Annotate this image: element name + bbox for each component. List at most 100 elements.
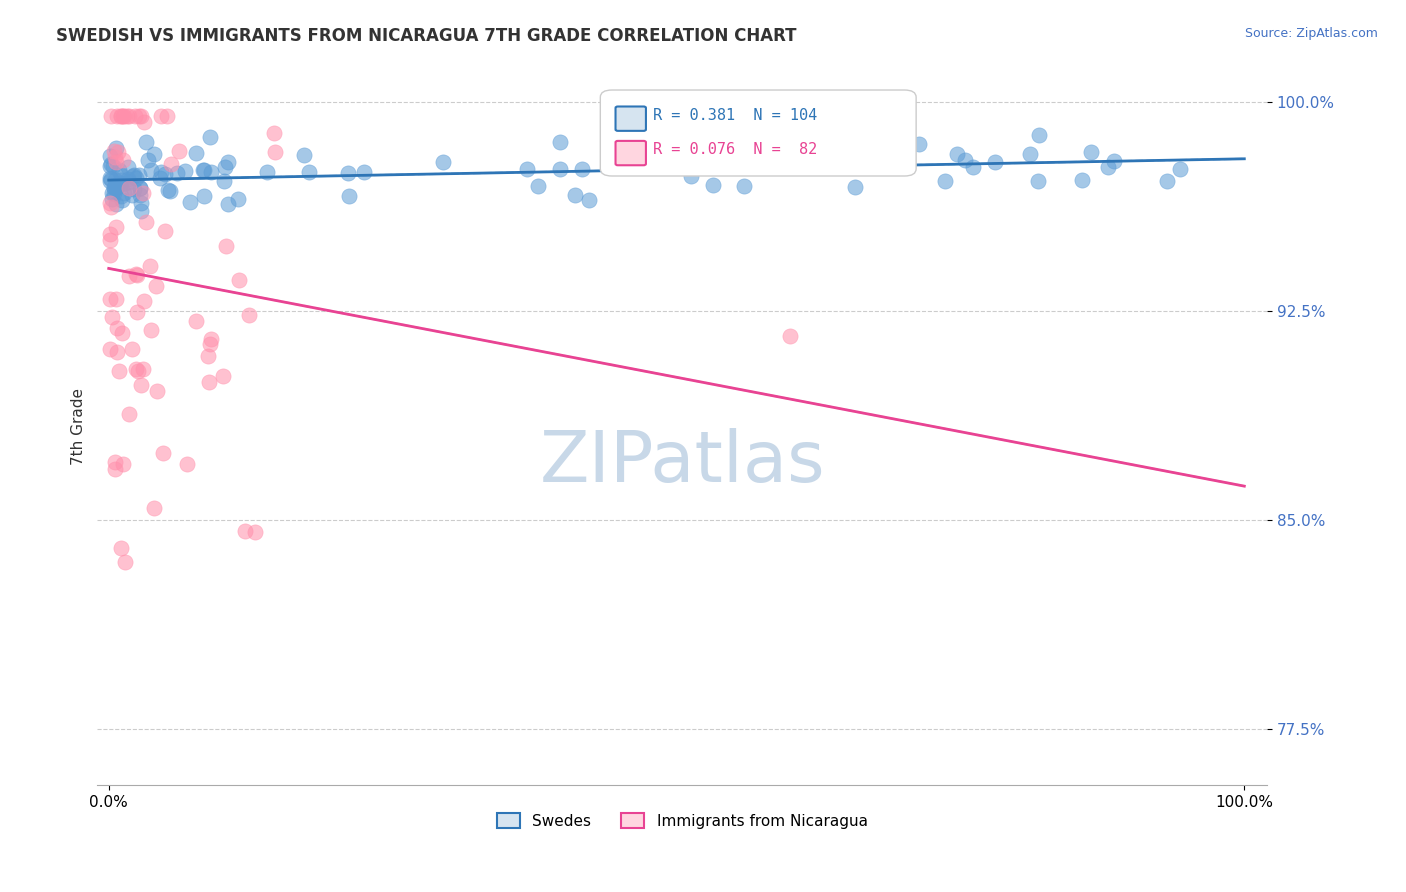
Point <box>122 169 145 184</box>
Point <box>853 143 876 157</box>
Point <box>197 375 219 389</box>
Point <box>112 458 135 472</box>
Point <box>104 455 127 469</box>
Point <box>156 109 179 123</box>
Point <box>110 173 132 187</box>
Point <box>105 321 128 335</box>
Point <box>105 141 128 155</box>
Point <box>153 224 176 238</box>
Point <box>142 501 165 516</box>
Point <box>105 178 128 192</box>
Text: R = 0.076  N =  82: R = 0.076 N = 82 <box>652 142 817 157</box>
Point <box>984 154 1007 169</box>
Point <box>150 109 173 123</box>
Point <box>136 153 159 167</box>
Point <box>105 344 128 359</box>
Point <box>159 184 181 198</box>
Point <box>214 160 236 174</box>
Point <box>118 109 141 123</box>
Text: R = 0.381  N = 104: R = 0.381 N = 104 <box>652 108 817 122</box>
Point <box>548 135 571 149</box>
Point <box>124 170 146 185</box>
Point <box>1019 146 1042 161</box>
Point <box>1070 172 1092 186</box>
Point <box>432 154 454 169</box>
Point <box>139 163 162 178</box>
Point <box>186 313 208 327</box>
Point <box>117 172 139 186</box>
Point <box>212 174 235 188</box>
Point <box>292 148 315 162</box>
Point <box>142 147 165 161</box>
Point <box>118 268 141 283</box>
Point <box>103 179 125 194</box>
Point <box>117 160 139 174</box>
Point <box>129 378 152 392</box>
Point <box>110 109 132 123</box>
Point <box>679 169 702 183</box>
Point <box>103 181 125 195</box>
Point <box>934 173 956 187</box>
Point <box>842 146 865 161</box>
Point <box>135 215 157 229</box>
Point <box>217 154 239 169</box>
Point <box>683 153 706 168</box>
Text: Source: ZipAtlas.com: Source: ZipAtlas.com <box>1244 27 1378 40</box>
Point <box>167 144 190 158</box>
FancyBboxPatch shape <box>616 106 645 131</box>
Point <box>98 171 121 186</box>
Text: SWEDISH VS IMMIGRANTS FROM NICARAGUA 7TH GRADE CORRELATION CHART: SWEDISH VS IMMIGRANTS FROM NICARAGUA 7TH… <box>56 27 797 45</box>
Point <box>727 118 749 132</box>
Point <box>150 165 173 179</box>
Point <box>101 192 124 206</box>
Point <box>129 195 152 210</box>
Point <box>238 308 260 322</box>
Point <box>111 193 134 207</box>
Point <box>1080 145 1102 160</box>
Point <box>104 179 127 194</box>
Point <box>571 162 593 177</box>
Point <box>131 109 153 123</box>
Point <box>104 173 127 187</box>
Point <box>110 168 132 182</box>
Point <box>98 196 121 211</box>
Point <box>1104 153 1126 168</box>
Point <box>193 162 215 177</box>
Point <box>114 176 136 190</box>
Point <box>256 164 278 178</box>
Point <box>132 362 155 376</box>
Point <box>104 197 127 211</box>
Point <box>101 186 124 200</box>
Point <box>153 167 176 181</box>
Point <box>105 154 128 169</box>
Point <box>127 364 149 378</box>
Point <box>114 555 136 569</box>
Point <box>1156 174 1178 188</box>
Point <box>955 153 977 167</box>
Point <box>104 181 127 195</box>
Text: ZIPatlas: ZIPatlas <box>540 428 825 497</box>
Point <box>548 162 571 177</box>
Point <box>197 349 219 363</box>
Point <box>217 197 239 211</box>
Point <box>125 305 148 319</box>
Point <box>298 165 321 179</box>
Point <box>104 462 127 476</box>
Point <box>179 194 201 209</box>
Point <box>104 150 127 164</box>
Point <box>564 188 586 202</box>
Point <box>849 155 872 169</box>
Point <box>112 186 135 200</box>
Point <box>98 159 121 173</box>
Point <box>118 181 141 195</box>
Point <box>139 323 162 337</box>
Point <box>129 181 152 195</box>
FancyBboxPatch shape <box>616 141 645 165</box>
Point <box>129 204 152 219</box>
Point <box>139 259 162 273</box>
Point <box>233 524 256 539</box>
Point <box>132 186 155 201</box>
Point <box>527 178 550 193</box>
Point <box>100 248 122 262</box>
Point <box>98 342 121 356</box>
